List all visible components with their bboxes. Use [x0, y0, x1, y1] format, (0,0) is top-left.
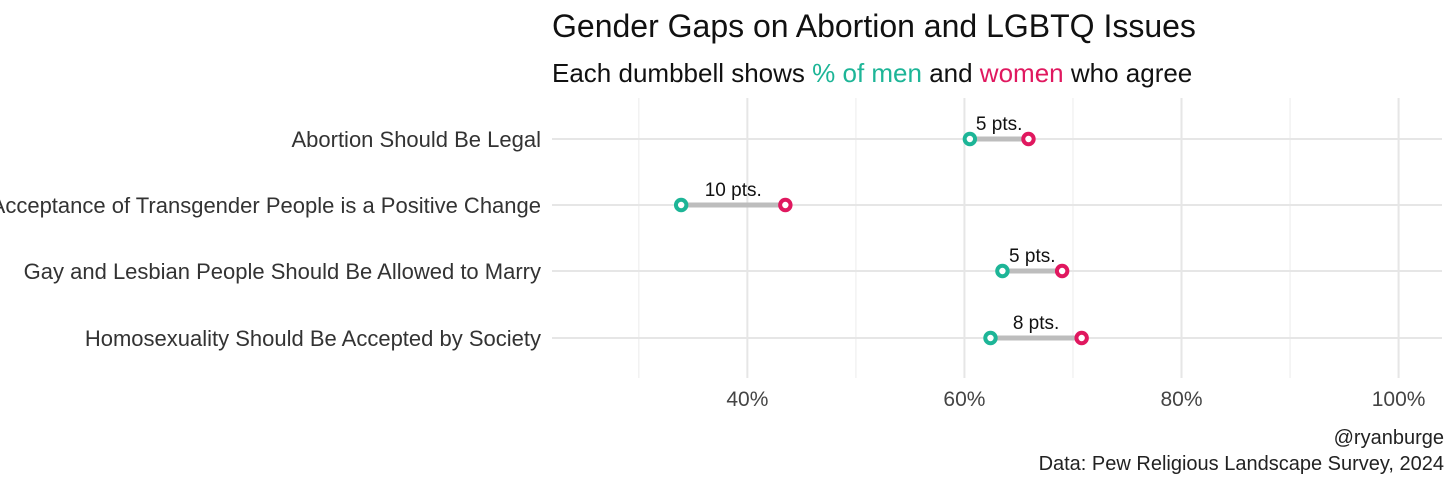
- category-label: Homosexuality Should Be Accepted by Soci…: [85, 326, 541, 351]
- gap-label: 10 pts.: [705, 180, 762, 201]
- subtitle-women: women: [979, 58, 1064, 88]
- dumbbell-row: Abortion Should Be Legal 5 pts.: [291, 114, 1036, 152]
- caption-source: Data: Pew Religious Landscape Survey, 20…: [1039, 453, 1444, 475]
- dumbbell-row: Acceptance of Transgender People is a Po…: [0, 180, 793, 218]
- x-tick-label: 60%: [943, 388, 985, 411]
- men-point: [983, 330, 998, 346]
- men-point: [995, 263, 1010, 279]
- gap-label: 5 pts.: [1009, 246, 1055, 267]
- subtitle-suffix: who agree: [1064, 58, 1193, 88]
- women-point: [1054, 263, 1070, 279]
- x-axis: 40% 60% 80% 100%: [726, 388, 1425, 411]
- dumbbell-row: Gay and Lesbian People Should Be Allowed…: [24, 246, 1070, 284]
- men-point: [673, 197, 689, 213]
- chart-subtitle: Each dumbbell shows % of men and women w…: [552, 58, 1192, 88]
- subtitle-men: % of men: [812, 58, 922, 88]
- x-tick-label: 80%: [1160, 388, 1202, 411]
- category-label: Acceptance of Transgender People is a Po…: [0, 193, 541, 218]
- women-point: [1074, 330, 1089, 346]
- subtitle-middle: and: [922, 58, 980, 88]
- women-point: [778, 197, 793, 213]
- chart-title: Gender Gaps on Abortion and LGBTQ Issues: [552, 8, 1196, 44]
- dumbbell-row: Homosexuality Should Be Accepted by Soci…: [85, 313, 1089, 351]
- x-tick-label: 40%: [726, 388, 768, 411]
- category-label: Gay and Lesbian People Should Be Allowed…: [24, 259, 541, 284]
- gap-label: 8 pts.: [1013, 313, 1059, 334]
- men-point: [962, 131, 978, 147]
- subtitle-prefix: Each dumbbell shows: [552, 58, 812, 88]
- category-label: Abortion Should Be Legal: [291, 127, 541, 152]
- women-point: [1021, 131, 1036, 147]
- gap-label: 5 pts.: [976, 114, 1022, 135]
- x-tick-label: 100%: [1372, 388, 1426, 411]
- dumbbell-rows: Abortion Should Be Legal 5 pts. Acceptance…: [0, 114, 1089, 351]
- caption-handle: @ryanburge: [1334, 427, 1444, 449]
